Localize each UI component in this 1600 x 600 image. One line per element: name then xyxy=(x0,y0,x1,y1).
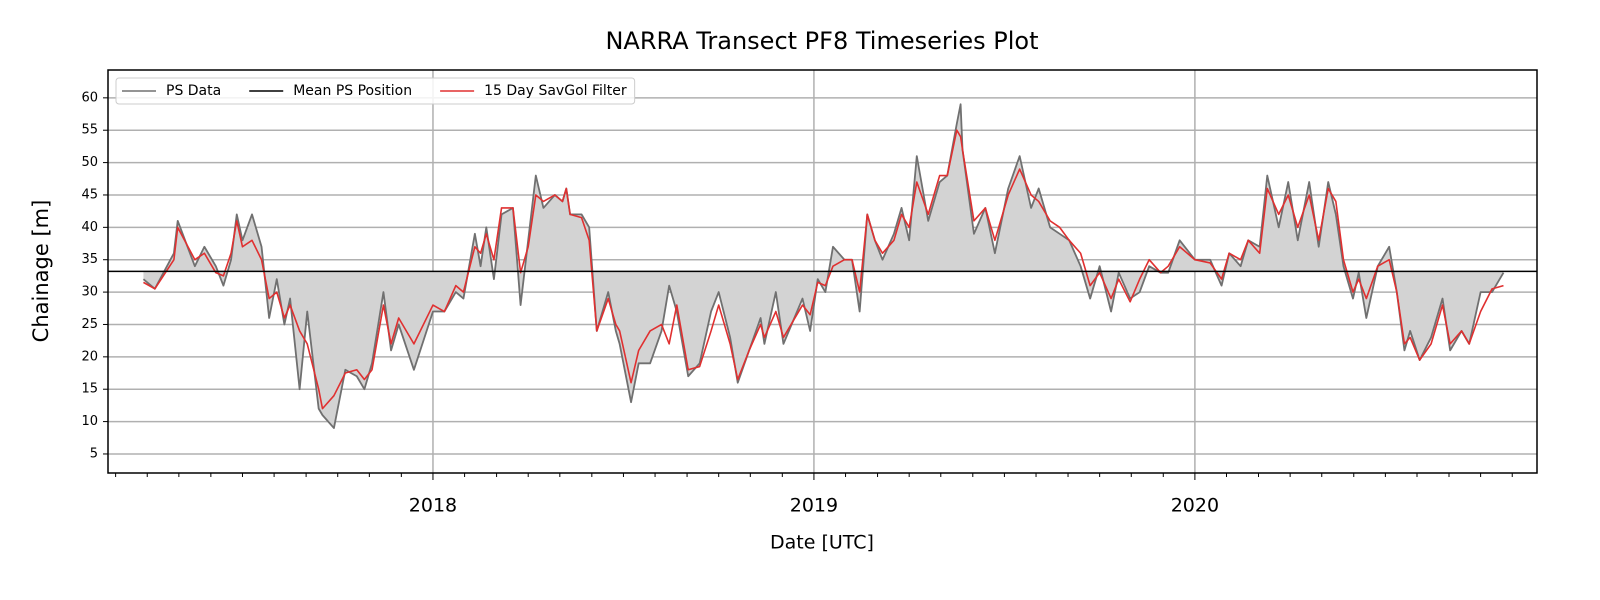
x-tick-label: 2020 xyxy=(1171,495,1219,517)
x-tick-label: 2018 xyxy=(409,495,457,517)
y-tick-label: 40 xyxy=(81,220,98,235)
y-tick-label: 30 xyxy=(81,285,98,300)
y-tick-label: 20 xyxy=(81,349,98,364)
y-tick-label: 60 xyxy=(81,90,98,105)
chart-title: NARRA Transect PF8 Timeseries Plot xyxy=(605,27,1038,55)
legend-box xyxy=(115,77,636,105)
y-tick-label: 15 xyxy=(81,382,98,397)
y-tick-label: 50 xyxy=(81,155,98,170)
legend: PS Data Mean PS Position 15 Day SavGol Fil… xyxy=(115,77,636,105)
series-line xyxy=(143,129,1504,410)
legend-label: PS Data xyxy=(166,83,221,99)
y-axis-label: Chainage [m] xyxy=(29,200,53,343)
y-tick-label: 55 xyxy=(81,123,98,138)
y-tick-label: 35 xyxy=(81,252,98,267)
y-tick-label: 25 xyxy=(81,317,98,332)
fill-area xyxy=(143,104,1504,429)
x-tick-label: 2019 xyxy=(790,495,838,517)
plot-frame xyxy=(107,69,1538,474)
y-tick-label: 45 xyxy=(81,187,98,202)
legend-label: 15 Day SavGol Filter xyxy=(484,83,627,99)
y-tick-label: 10 xyxy=(81,414,98,429)
series-line xyxy=(142,103,1505,429)
legend-label: Mean PS Position xyxy=(293,83,412,99)
y-tick-label: 5 xyxy=(90,446,98,461)
x-axis-label: Date [UTC] xyxy=(770,532,874,554)
